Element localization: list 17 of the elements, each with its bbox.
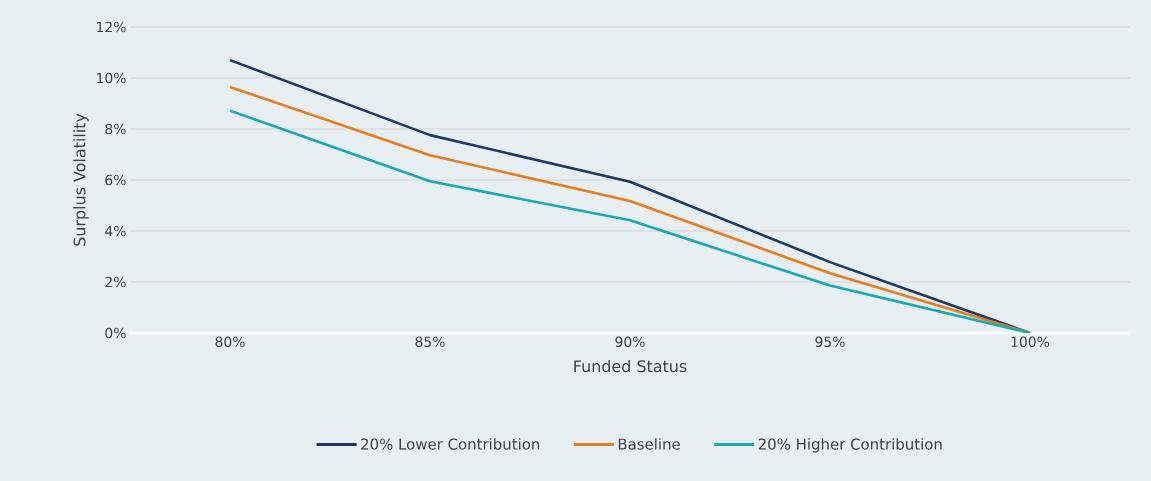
legend-label: Baseline [618, 438, 680, 450]
y-tick-label: 10% [97, 72, 126, 84]
legend-label: 20% Higher Contribution [758, 438, 942, 453]
x-tick-label: 85% [415, 336, 445, 348]
y-tick-label: 6% [105, 174, 126, 186]
x-tick-label: 80% [215, 336, 245, 348]
legend-label: 20% Lower Contribution [361, 438, 540, 450]
x-tick-label: 90% [615, 336, 645, 348]
y-tick-label: 0% [105, 327, 126, 339]
y-tick-label: 8% [105, 123, 126, 135]
y-tick-label: 12% [97, 21, 126, 33]
y-axis-title: Surplus Volatility [73, 113, 89, 246]
y-tick-label: 2% [105, 276, 126, 288]
x-tick-label: 100% [1011, 336, 1050, 348]
y-tick-label: 4% [105, 225, 126, 237]
x-axis-title: Funded Status [574, 359, 687, 373]
x-tick-label: 95% [815, 336, 845, 348]
